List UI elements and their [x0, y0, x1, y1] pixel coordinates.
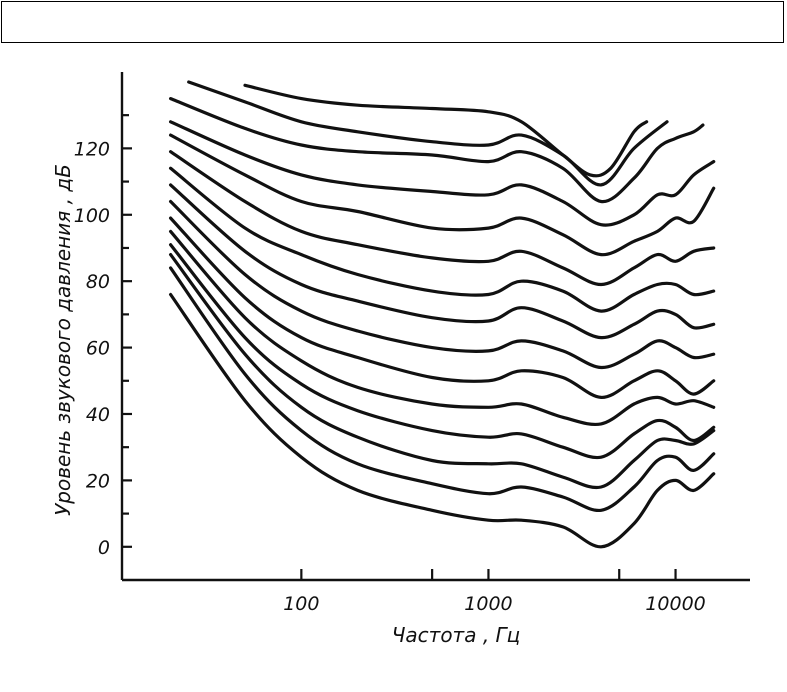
top-banner — [1, 1, 784, 43]
loudness-curve-4 — [169, 243, 716, 460]
x-tick-label-10000: 10000 — [645, 593, 705, 615]
y-tick-label-40: 40 — [86, 404, 110, 426]
y-axis-title: Уровень звукового давления , дБ — [51, 164, 75, 516]
loudness-curve-13 — [169, 97, 705, 204]
x-tick-label-100: 100 — [283, 593, 319, 615]
y-tick-label-20: 20 — [86, 470, 110, 492]
tick-labels: 100 1000 10000 0 20 40 60 80 100 120 — [74, 138, 706, 615]
y-tick-label-120: 120 — [74, 138, 110, 160]
loudness-curve-2 — [169, 266, 716, 512]
y-tick-label-0: 0 — [98, 537, 110, 559]
loudness-curve-9 — [169, 166, 716, 313]
curves — [169, 80, 716, 549]
x-tick-label-1000: 1000 — [464, 593, 512, 615]
loudness-curve-5 — [169, 229, 716, 427]
y-tick-label-100: 100 — [74, 205, 110, 227]
loudness-curve-6 — [169, 216, 716, 400]
ticks — [122, 114, 677, 580]
loudness-curve-1 — [169, 292, 716, 549]
y-tick-label-80: 80 — [86, 271, 110, 293]
loudness-curve-15 — [243, 83, 649, 178]
loudness-curve-12 — [169, 120, 716, 227]
loudness-curve-3 — [169, 253, 716, 490]
axes — [120, 72, 750, 582]
x-axis-title: Частота , Гц — [392, 623, 521, 647]
loudness-curve-11 — [169, 133, 716, 257]
loudness-curve-10 — [169, 150, 716, 287]
loudness-curve-8 — [169, 183, 716, 340]
loudness-curve-7 — [169, 199, 716, 370]
y-tick-label-60: 60 — [86, 338, 110, 360]
loudness-curve-14 — [187, 80, 669, 187]
